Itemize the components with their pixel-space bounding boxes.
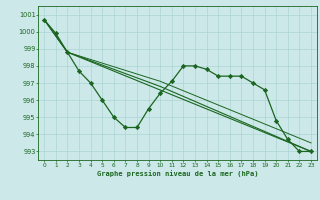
X-axis label: Graphe pression niveau de la mer (hPa): Graphe pression niveau de la mer (hPa) xyxy=(97,170,258,177)
